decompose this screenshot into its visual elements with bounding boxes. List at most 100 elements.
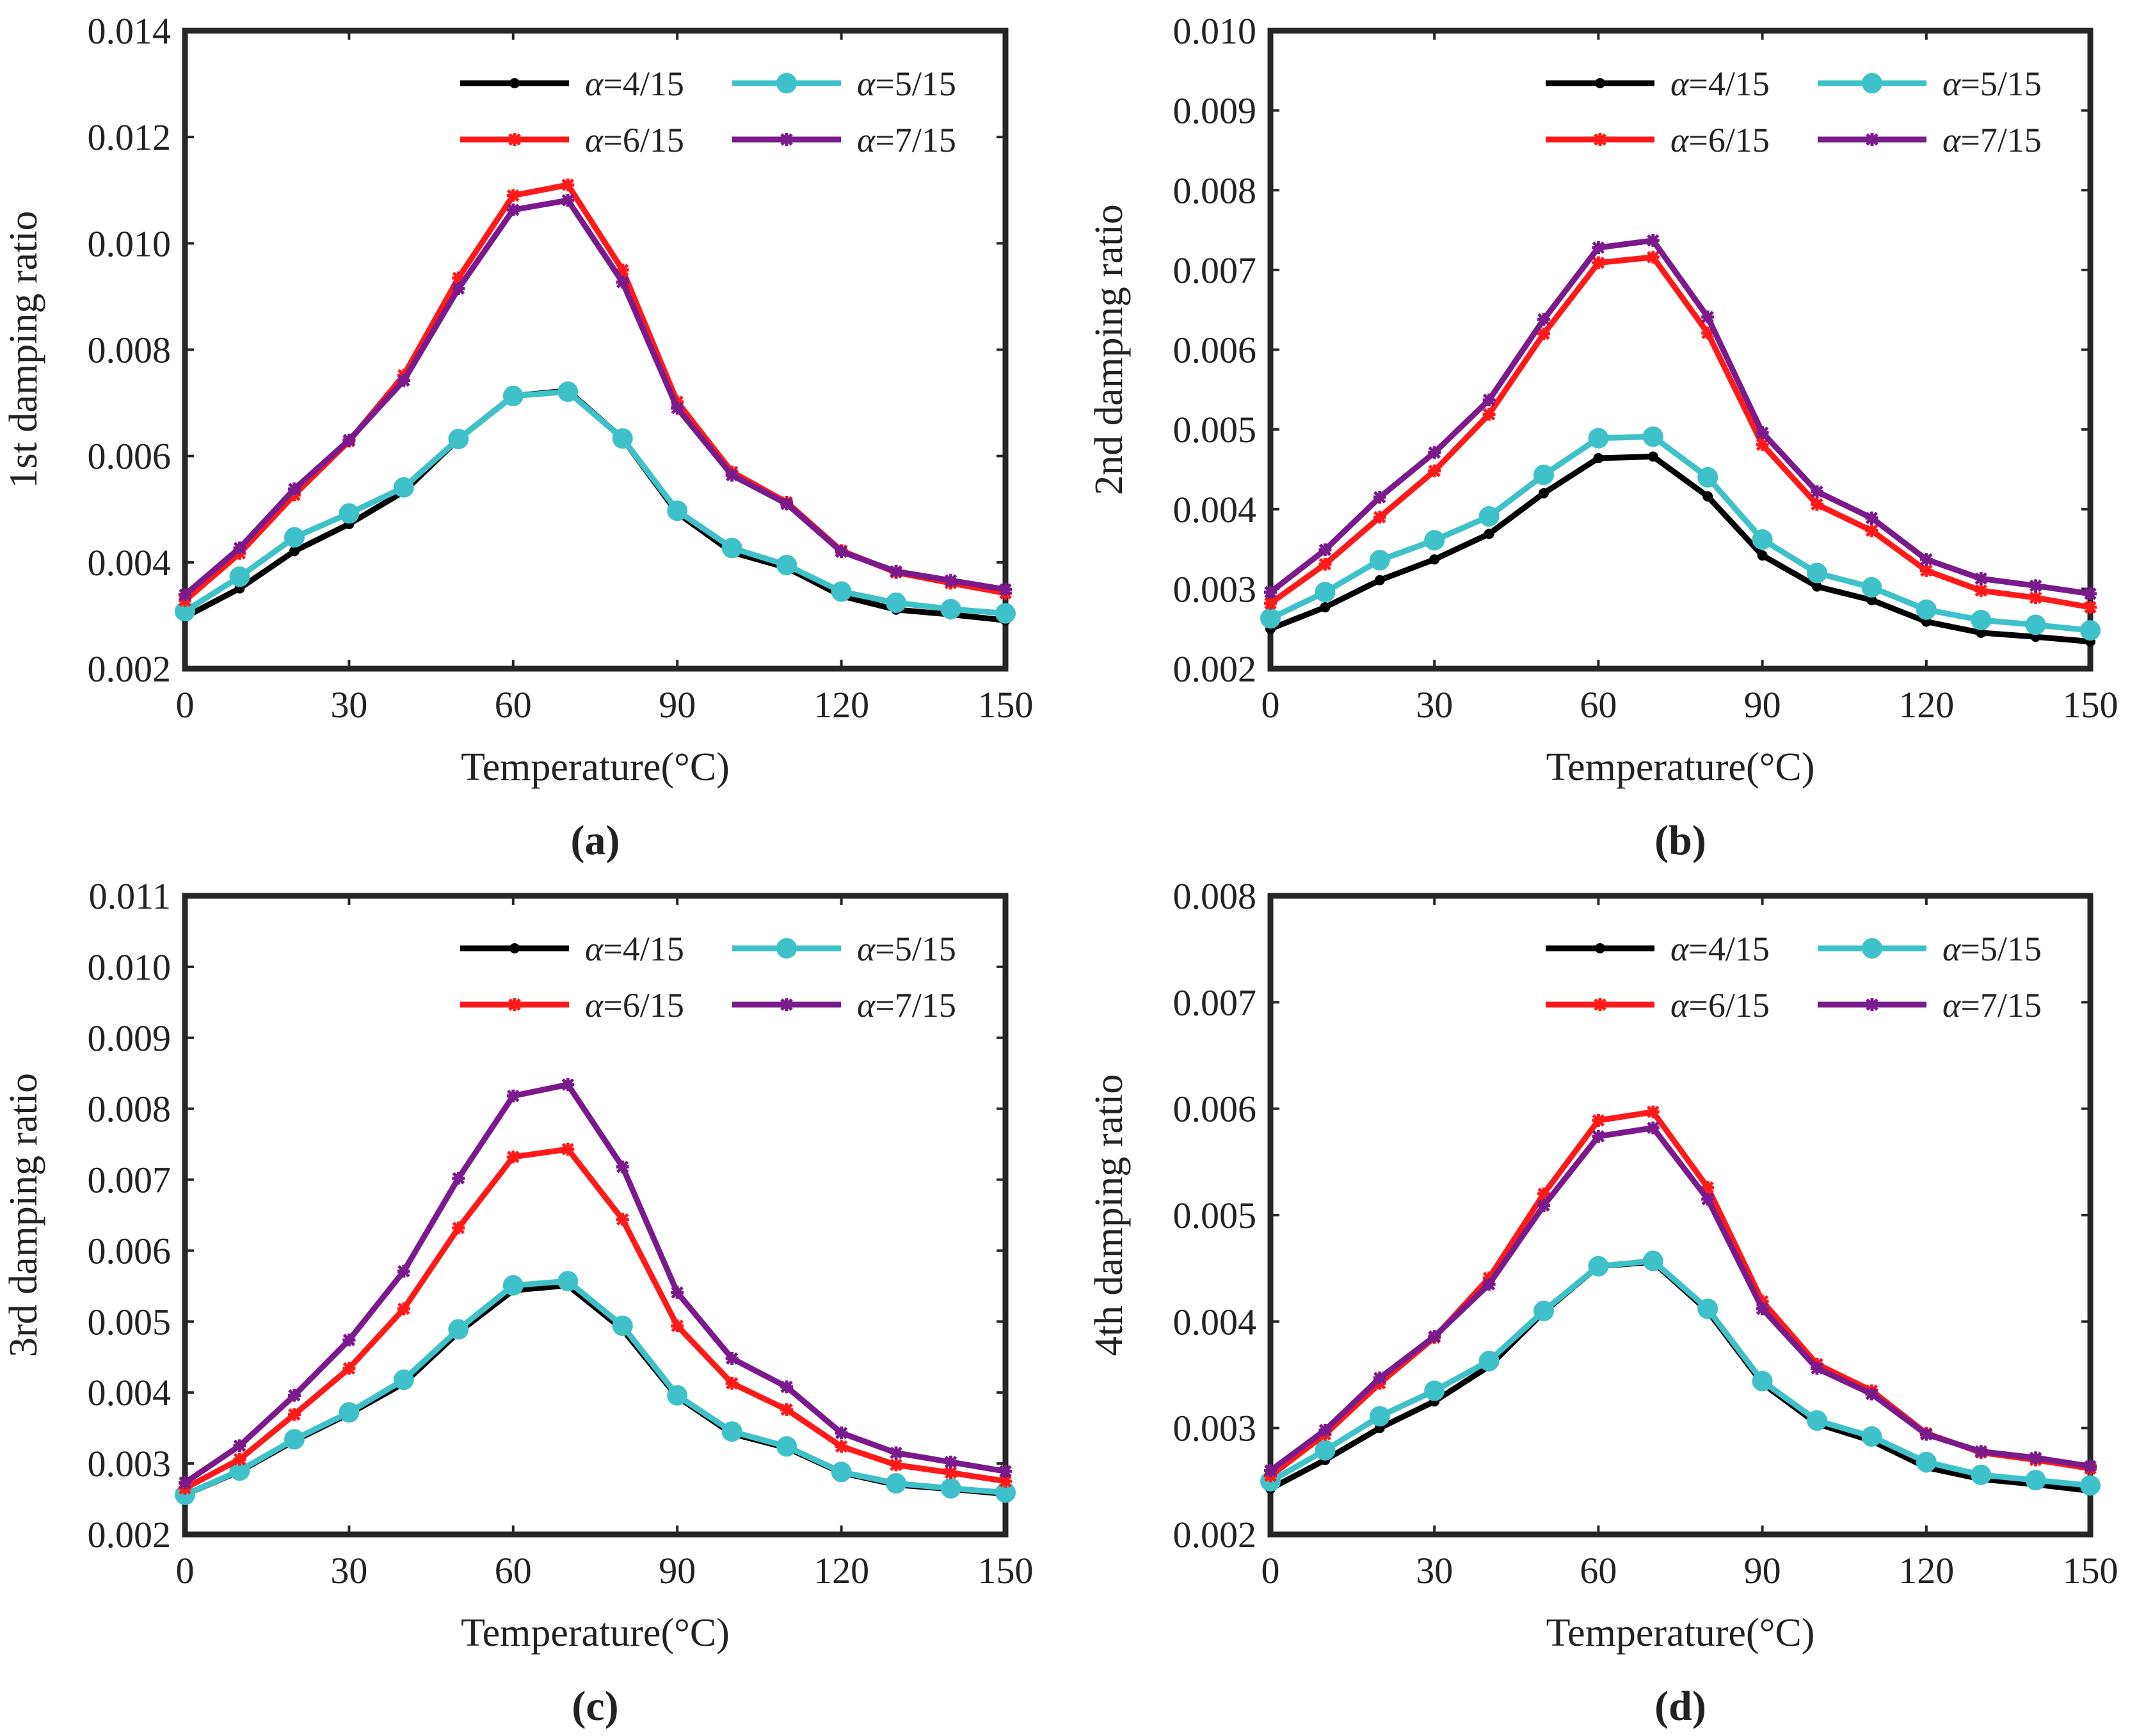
- x-tick-label: 150: [2063, 1550, 2118, 1591]
- data-point: [1861, 577, 1882, 598]
- data-point: [342, 1362, 356, 1375]
- data-point: [1916, 1451, 1937, 1472]
- legend-entry: α=6/15: [460, 986, 684, 1024]
- data-point: [1533, 1300, 1554, 1321]
- data-point: [1588, 1255, 1609, 1277]
- legend-entry: α=6/15: [1546, 121, 1770, 159]
- data-point: [1807, 1410, 1827, 1431]
- data-point: [1642, 426, 1663, 447]
- data-point: [1865, 1387, 1878, 1401]
- series-line: [184, 1278, 1006, 1498]
- y-axis-title: 3rd damping ratio: [2, 1073, 45, 1357]
- data-point: [287, 1408, 301, 1421]
- data-point: [2025, 614, 2046, 635]
- data-point: [1594, 998, 1606, 1011]
- data-point: [1866, 998, 1878, 1011]
- legend-label: α=6/15: [585, 986, 684, 1024]
- legend-value: =6/15: [1688, 986, 1769, 1024]
- series-line: [1269, 254, 2091, 610]
- y-tick-label: 0.007: [88, 1159, 172, 1201]
- data-point: [2080, 620, 2101, 641]
- data-point: [1812, 581, 1822, 592]
- x-tick-label: 120: [813, 1550, 869, 1591]
- data-point: [1756, 438, 1769, 451]
- y-axis-title: 1st damping ratio: [2, 211, 45, 489]
- data-point: [1866, 133, 1878, 146]
- legend-value: =5/15: [1960, 65, 2041, 103]
- data-point: [1702, 491, 1713, 502]
- data-point: [780, 1403, 794, 1416]
- data-point: [1315, 582, 1336, 603]
- data-point: [287, 1389, 301, 1402]
- x-tick-label: 120: [1898, 1550, 1954, 1591]
- data-point: [1264, 596, 1277, 610]
- panel-caption: (a): [571, 817, 620, 864]
- data-point: [1374, 575, 1385, 585]
- data-point: [1478, 1350, 1500, 1371]
- x-tick-label: 30: [330, 684, 367, 726]
- data-point: [506, 1151, 520, 1164]
- data-point: [1971, 609, 1992, 630]
- data-point: [1424, 530, 1445, 551]
- y-tick-label: 0.007: [1173, 250, 1257, 291]
- data-point: [667, 1385, 688, 1406]
- data-point: [1264, 1464, 1277, 1477]
- data-point: [725, 1352, 739, 1365]
- data-point: [1315, 1440, 1336, 1461]
- y-tick-label: 0.011: [89, 875, 171, 917]
- data-point: [890, 564, 903, 578]
- y-tick-label: 0.003: [1173, 568, 1257, 610]
- data-point: [1482, 394, 1496, 407]
- data-point: [1318, 543, 1332, 557]
- data-point: [561, 194, 575, 207]
- data-point: [1974, 572, 1988, 585]
- legend-alpha-symbol: α: [857, 986, 876, 1024]
- data-point: [1862, 938, 1882, 959]
- data-point: [1919, 553, 1933, 566]
- data-point: [452, 1221, 465, 1234]
- x-axis-title: Temperature(°C): [1546, 1611, 1815, 1655]
- data-point: [339, 503, 360, 524]
- data-point: [502, 1275, 524, 1296]
- data-point: [944, 574, 957, 587]
- x-tick-label: 60: [1580, 1550, 1617, 1591]
- y-tick-label: 0.010: [88, 946, 172, 988]
- y-tick-label: 0.002: [1173, 648, 1257, 690]
- data-point: [944, 1466, 957, 1479]
- series-line: [1269, 1125, 2091, 1473]
- series-line: [183, 1146, 1006, 1491]
- data-point: [1862, 73, 1882, 93]
- legend-alpha-symbol: α: [585, 121, 604, 159]
- legend-label: α=4/15: [585, 65, 684, 103]
- data-point: [890, 1446, 903, 1460]
- data-point: [233, 1453, 246, 1466]
- data-point: [1756, 1302, 1769, 1316]
- data-point: [1811, 485, 1823, 498]
- data-point: [780, 497, 794, 511]
- data-point: [616, 1213, 629, 1226]
- legend-label: α=7/15: [857, 986, 956, 1024]
- data-point: [179, 588, 191, 601]
- data-point: [1642, 1250, 1663, 1271]
- data-point: [508, 133, 521, 146]
- series--5-15: [175, 381, 1016, 624]
- data-point: [1701, 1193, 1715, 1206]
- legend-value: =7/15: [875, 121, 956, 159]
- legend-entry: α=7/15: [732, 986, 956, 1024]
- data-point: [1595, 78, 1605, 88]
- data-point: [671, 401, 684, 415]
- data-point: [1646, 1105, 1660, 1119]
- y-tick-label: 0.002: [1173, 1514, 1257, 1556]
- y-tick-label: 0.004: [1173, 1301, 1257, 1342]
- x-axis-title: Temperature(°C): [1546, 745, 1815, 789]
- data-point: [1971, 1464, 1992, 1485]
- y-tick-label: 0.010: [88, 223, 172, 264]
- data-point: [835, 545, 848, 559]
- data-point: [509, 78, 520, 88]
- data-point: [339, 1402, 360, 1423]
- data-point: [1593, 452, 1604, 463]
- data-point: [452, 282, 465, 295]
- panel-d: 0 30 60 90 120 150 0.002 0.003 0.004 0.005 0.006 0.…: [1087, 875, 2118, 1730]
- data-point: [561, 1142, 575, 1156]
